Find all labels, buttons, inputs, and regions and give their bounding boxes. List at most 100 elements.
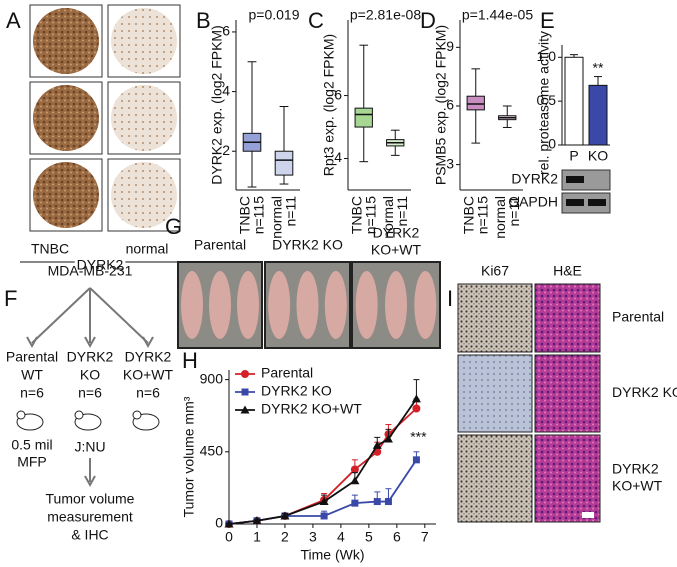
group-label: DYRK2 (125, 349, 172, 365)
y-tick-label: 0 (215, 515, 223, 531)
x-tick-label: normal (380, 196, 396, 239)
significance: *** (410, 429, 427, 445)
group-label: n=6 (20, 385, 44, 401)
injection: MFP (17, 454, 47, 470)
group-label: n=6 (78, 385, 102, 401)
column-label: Ki67 (481, 263, 509, 279)
bar (588, 84, 608, 146)
point (384, 498, 392, 506)
x-tick-label: n=11 (506, 196, 522, 227)
x-tick-label: normal (492, 196, 508, 239)
point (280, 511, 290, 520)
outcome: & IHC (71, 527, 108, 543)
point (320, 512, 328, 520)
y-tick-label: 900 (200, 370, 224, 386)
x-tick-label: 6 (393, 529, 401, 545)
group-label: DYRK2 (67, 349, 114, 365)
point (350, 476, 360, 485)
scale-bar (582, 512, 594, 518)
row-label: DYRK2 (612, 461, 659, 477)
mouse (414, 271, 437, 339)
x-tick-label: n=115 (362, 196, 378, 234)
panel-letter: H (182, 348, 198, 373)
arrow-head (84, 475, 96, 488)
panel-letter: C (308, 8, 324, 33)
legend-marker (240, 405, 250, 414)
mouse-ear (16, 410, 26, 420)
histology-image (534, 354, 601, 433)
y-tick-label: 4 (334, 149, 342, 165)
band (566, 176, 584, 183)
group-label: KO+WT (371, 242, 422, 258)
point (383, 434, 393, 443)
point (351, 499, 359, 507)
panel-letter: D (420, 8, 436, 33)
y-tick-label: 1.0 (537, 48, 557, 64)
y-tick-label: 9 (446, 38, 454, 54)
tissue-core (111, 162, 177, 228)
blot-label: DYRK2 (511, 171, 558, 187)
tissue-core (33, 8, 99, 74)
group-label: DYRK2 (373, 225, 420, 241)
x-tick-label: 4 (337, 529, 345, 545)
mouse (181, 271, 203, 339)
column-label: normal (126, 241, 169, 257)
x-tick-label: normal (269, 196, 285, 239)
group-label: DYRK2 KO (272, 237, 343, 253)
histology-image (457, 354, 533, 433)
mouse-ear (74, 410, 84, 420)
x-tick-label: n=115 (251, 196, 267, 234)
series-line (228, 398, 418, 525)
x-tick-label: 1 (253, 529, 261, 545)
y-axis-label: Tumor volume mm³ (181, 396, 197, 517)
mouse-ear (132, 410, 142, 420)
point (252, 516, 262, 525)
panel-letter: G (165, 214, 182, 239)
mouse (268, 271, 291, 339)
blot-label: GAPDH (508, 194, 558, 210)
group-label: Parental (6, 349, 58, 365)
outcome: measurement (47, 509, 133, 525)
band (588, 199, 606, 206)
mouse (237, 271, 259, 339)
point (412, 404, 421, 413)
strain: J:NU (74, 439, 105, 455)
point (319, 497, 329, 506)
x-tick-label: 7 (421, 529, 429, 545)
point (224, 519, 234, 528)
legend-marker (241, 370, 249, 378)
significance: ** (593, 59, 604, 75)
x-tick-label: 0 (225, 529, 233, 545)
column-label: H&E (553, 263, 582, 279)
box (274, 150, 294, 176)
x-tick-label: 3 (309, 529, 317, 545)
arrow-head (84, 336, 96, 349)
row-label: DYRK2 KO (612, 384, 677, 400)
chart-title: p=0.019 (249, 7, 300, 23)
arrow-head (142, 336, 154, 349)
panel-letter: F (4, 286, 17, 311)
y-axis-label: rel. proteasome activity (536, 31, 552, 175)
y-tick-label: 2 (222, 142, 230, 158)
point (372, 440, 382, 449)
panel-letter: E (540, 8, 555, 33)
y-tick-label: 6 (334, 86, 342, 102)
point (373, 498, 381, 506)
row-label: KO+WT (612, 478, 663, 494)
x-tick-label: 5 (365, 529, 373, 545)
gene-label: DYRK2 (77, 257, 124, 273)
y-tick-label: 3 (446, 155, 454, 171)
tissue-core (33, 85, 99, 151)
x-axis-label: Time (Wk) (300, 547, 364, 563)
legend-label: DYRK2 KO (261, 383, 332, 399)
blot (561, 192, 611, 214)
box (354, 107, 373, 128)
x-tick-label: P (569, 148, 578, 164)
y-tick-label: 4 (222, 82, 230, 98)
x-tick-label: n=11 (283, 196, 299, 227)
blot (561, 169, 611, 191)
cell-line: MDA-MB-231 (48, 263, 133, 279)
y-axis-label: PSMB5 exp. (log2 FPKM) (433, 25, 449, 185)
x-tick-label: n=11 (394, 196, 410, 227)
